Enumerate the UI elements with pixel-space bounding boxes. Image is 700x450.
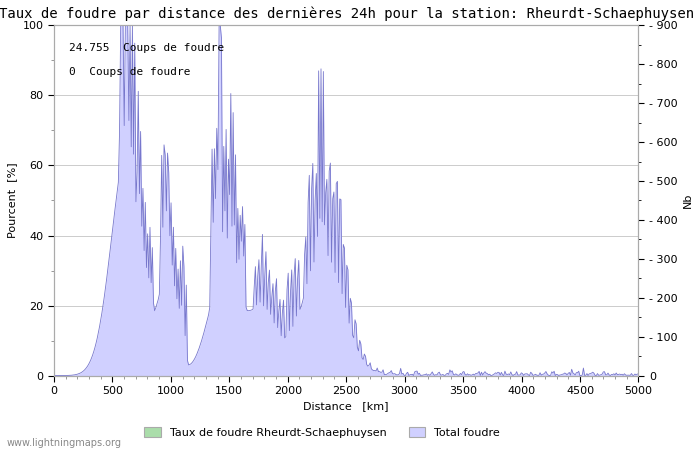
Title: Taux de foudre par distance des dernières 24h pour la station: Rheurdt-Schaephuy: Taux de foudre par distance des dernière… bbox=[0, 7, 694, 22]
Legend: Taux de foudre Rheurdt-Schaephuysen, Total foudre: Taux de foudre Rheurdt-Schaephuysen, Tot… bbox=[139, 423, 505, 442]
Text: www.lightningmaps.org: www.lightningmaps.org bbox=[7, 438, 122, 448]
Text: 24.755  Coups de foudre: 24.755 Coups de foudre bbox=[69, 43, 224, 53]
Y-axis label: Nb: Nb bbox=[683, 193, 693, 208]
Y-axis label: Pourcent  [%]: Pourcent [%] bbox=[7, 162, 17, 238]
Text: 0  Coups de foudre: 0 Coups de foudre bbox=[69, 68, 190, 77]
X-axis label: Distance   [km]: Distance [km] bbox=[303, 401, 389, 412]
